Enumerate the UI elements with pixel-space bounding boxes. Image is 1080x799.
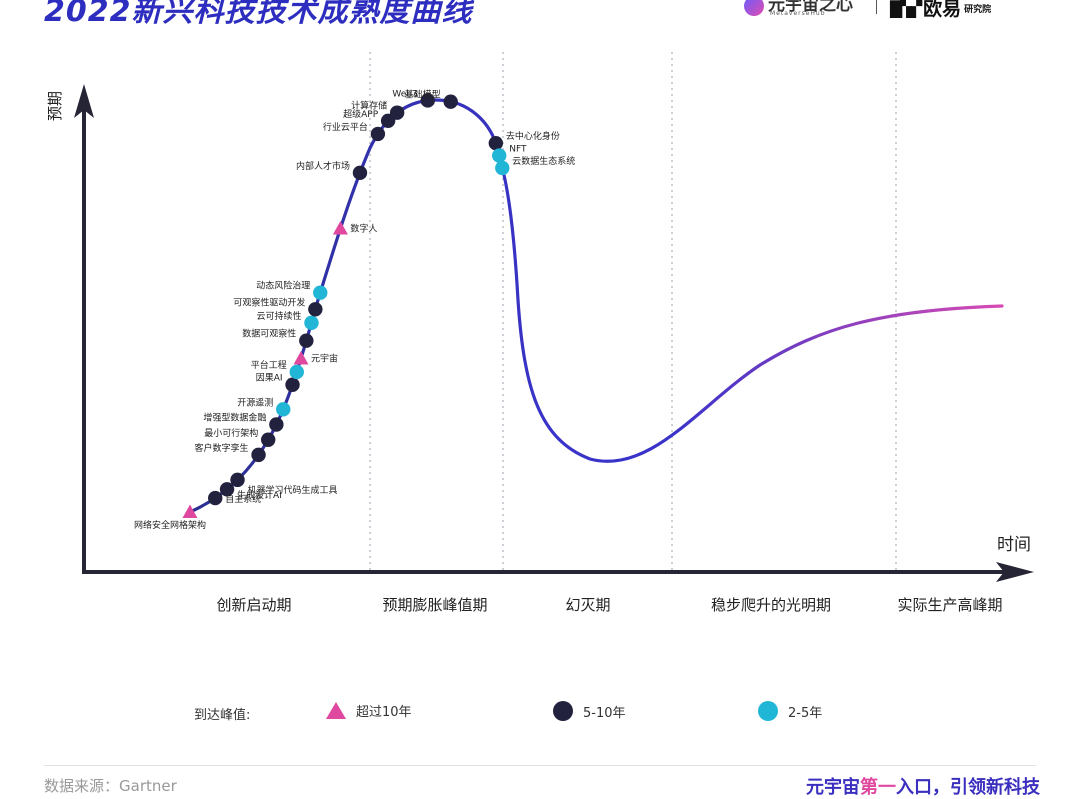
triangle-icon — [326, 702, 346, 719]
technology-label: 超级APP — [343, 108, 379, 120]
footer-divider — [44, 765, 1036, 766]
technology-label: 动态风险治理 — [256, 280, 310, 292]
technology-label: NFT — [509, 145, 527, 155]
dark-marker — [251, 447, 266, 463]
hype-cycle-chart: 预期 时间 创新启动期 预期膨胀峰值期 幻灭期 稳步爬升的光明期 实际生产高峰期 网络安… — [46, 52, 1034, 614]
technology-label: 因果AI — [256, 373, 283, 384]
legend-over10: 超过10年 — [326, 701, 412, 720]
technology-label: 计算存储 — [351, 100, 387, 112]
dark-marker — [352, 165, 368, 181]
partner-sub: 研究院 — [964, 5, 992, 15]
dark-marker — [208, 490, 223, 506]
axes — [74, 84, 1034, 582]
triangle-marker — [332, 220, 348, 235]
technology-label: 最小可行架构 — [204, 427, 258, 439]
cyan-marker — [276, 402, 291, 417]
x-axis-label: 时间 — [997, 535, 1031, 555]
legend-over10-label: 超过10年 — [356, 705, 412, 720]
data-source: 数据来源：Gartner — [44, 777, 177, 795]
technology-label: 去中心化身份 — [506, 130, 560, 142]
technology-label: 数字人 — [350, 222, 377, 234]
technology-label: 基础模型 — [405, 89, 441, 101]
legend-5-10: 5-10年 — [553, 701, 626, 721]
technology-label: 云可持续性 — [256, 310, 301, 322]
phase-label: 稳步爬升的光明期 — [711, 596, 831, 614]
dark-marker — [488, 136, 504, 151]
dark-marker — [285, 377, 300, 392]
cyan-marker — [304, 315, 319, 331]
brand-divider — [876, 0, 877, 14]
cyan-marker — [289, 364, 304, 380]
x-axis-arrow-icon — [996, 562, 1034, 582]
legend-5-10-label: 5-10年 — [583, 705, 626, 721]
slogan-part-b: 入口，引领新科技 — [896, 777, 1040, 798]
brand-name: 元宇宙之心 — [768, 0, 853, 15]
dark-marker — [389, 105, 405, 120]
technology-label: 机器学习代码生成工具 — [248, 484, 338, 496]
phase-label: 幻灭期 — [565, 596, 610, 614]
legend-2-5: 2-5年 — [758, 701, 822, 721]
y-axis-label: 预期 — [46, 91, 64, 121]
cyan-marker — [313, 285, 328, 300]
technology-label: 元宇宙 — [311, 353, 338, 365]
dark-marker — [370, 126, 386, 142]
technology-label: 内部人才市场 — [296, 160, 350, 172]
dark-marker — [420, 93, 435, 108]
triangle-marker — [293, 351, 309, 365]
brand-metaversehub: 元宇宙之心 MetaverseHub — [744, 0, 853, 17]
phase-label: 实际生产高峰期 — [897, 596, 1002, 614]
technology-label: 数据可观察性 — [242, 328, 296, 340]
technology-label: 自主系统 — [225, 493, 261, 505]
dark-marker — [261, 432, 276, 447]
technology-markers — [182, 93, 510, 518]
dark-marker — [219, 482, 235, 497]
cyan-dot-icon — [758, 701, 778, 721]
dark-marker — [308, 302, 323, 317]
technology-label: 行业云平台 — [323, 121, 368, 133]
technology-label: 云数据生态系统 — [512, 155, 575, 167]
phase-label: 创新启动期 — [216, 596, 291, 614]
triangle-marker — [182, 504, 198, 518]
dark-dot-icon — [553, 701, 573, 721]
brand-sub: MetaverseHub — [770, 10, 826, 17]
technology-label: 客户数字孪生 — [195, 442, 249, 454]
page-title: 2022新兴科技技术成熟度曲线 — [44, 0, 473, 29]
technology-label: 可观察性驱动开发 — [233, 296, 305, 308]
technology-label: 开源遥测 — [237, 396, 273, 408]
legend-2-5-label: 2-5年 — [788, 705, 823, 721]
slogan-accent: 第一 — [860, 777, 896, 798]
technology-label: Web3 — [392, 89, 417, 99]
dark-marker — [269, 417, 284, 432]
metaversehub-logo-icon — [744, 0, 764, 16]
cyan-marker — [495, 160, 510, 176]
dark-marker — [299, 333, 314, 348]
technology-label: 平台工程 — [251, 359, 287, 371]
phase-label: 预期膨胀峰值期 — [382, 596, 487, 614]
y-axis-arrow-icon — [74, 84, 94, 118]
phase-labels: 创新启动期 预期膨胀峰值期 幻灭期 稳步爬升的光明期 实际生产高峰期 — [216, 596, 1002, 614]
technology-label: 增强型数据金融 — [203, 412, 266, 424]
okx-logo-icon: ▆▚▞ — [890, 0, 922, 18]
legend-title: 到达峰值: — [194, 708, 251, 723]
footer-slogan: 元宇宙第一入口，引领新科技 — [806, 773, 1040, 799]
dark-marker — [443, 94, 458, 109]
partner-name: 欧易 — [923, 0, 962, 20]
cyan-marker — [492, 148, 507, 163]
technology-label: 网络安全网格架构 — [134, 519, 206, 531]
brand-okx-research: ▆▚▞ 欧易 研究院 — [890, 0, 991, 21]
dark-marker — [230, 472, 245, 488]
technology-label: 生成设计AI — [237, 489, 282, 501]
slogan-part-a: 元宇宙 — [806, 777, 860, 798]
phase-dividers — [369, 52, 897, 570]
